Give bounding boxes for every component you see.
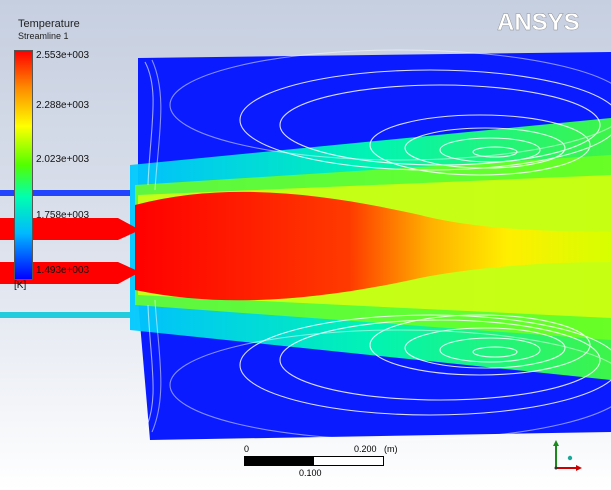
color-legend-bar — [14, 50, 33, 280]
inlet-nozzles — [0, 190, 140, 318]
legend-label-max: 2.553e+003 — [36, 50, 90, 61]
scale-mid-label: 0.100 — [299, 468, 322, 478]
legend-label-3: 2.023e+003 — [36, 154, 90, 165]
legend-label-4: 1.758e+003 — [36, 210, 90, 221]
legend-title: Temperature — [18, 18, 80, 30]
legend-subtitle: Streamline 1 — [18, 31, 69, 41]
legend-unit: [K] — [14, 280, 27, 291]
chamber-domain — [130, 52, 611, 440]
scale-unit-label: (m) — [384, 444, 398, 454]
legend-label-2: 2.288e+003 — [36, 100, 90, 111]
scale-bar: 0 0.200 (m) 0.100 — [244, 444, 398, 480]
logo-text: ANSYS — [497, 9, 580, 36]
scale-zero-label: 0 — [244, 444, 250, 454]
streamline-swirls — [144, 49, 611, 441]
ansys-logo: ANSYS — [497, 9, 580, 36]
scale-max-label: 0.200 — [354, 444, 377, 454]
legend-label-min: 1.493e+003 — [36, 265, 90, 276]
scale-bar-graphic — [244, 456, 384, 466]
axis-triad-icon[interactable] — [548, 438, 588, 482]
